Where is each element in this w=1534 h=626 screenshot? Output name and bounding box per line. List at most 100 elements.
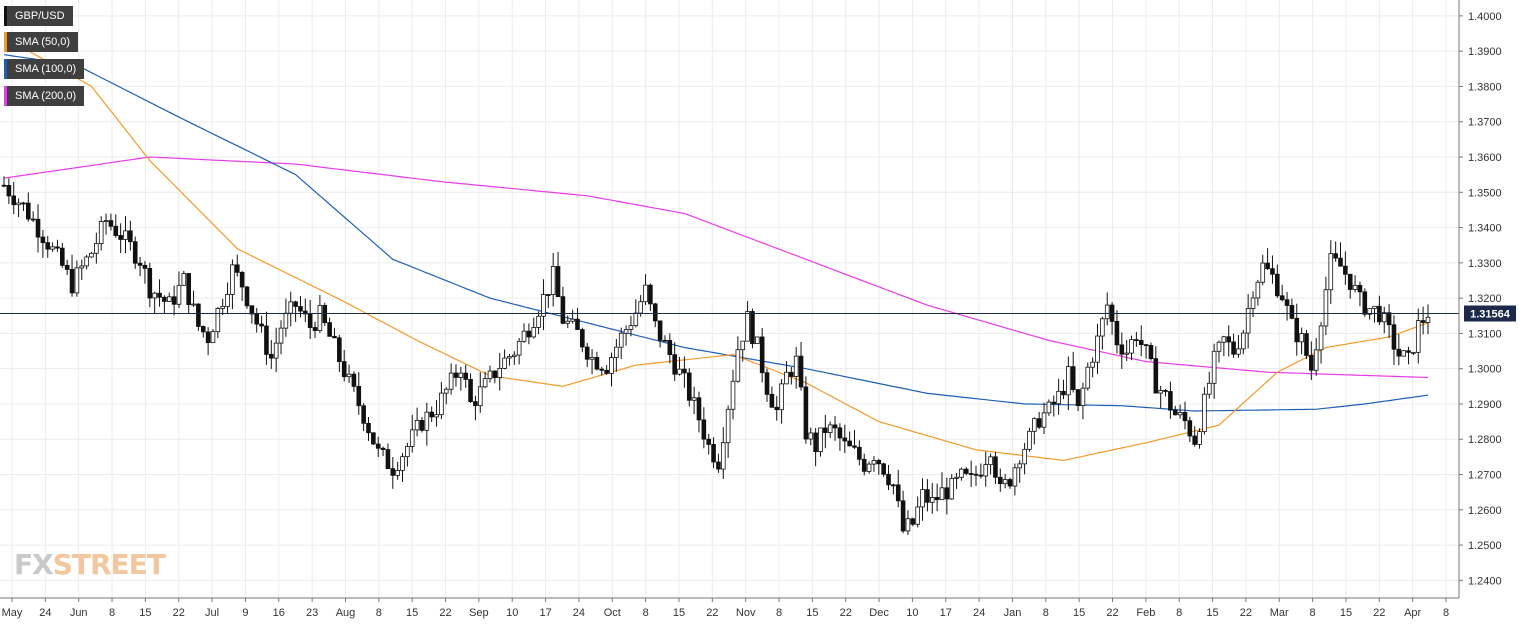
candle-body-up: [317, 304, 323, 331]
candle-body-up: [1066, 366, 1071, 396]
candle: [6, 178, 12, 204]
candle-body-down: [789, 371, 794, 377]
candle: [1143, 344, 1149, 359]
candle: [1017, 460, 1023, 483]
candle: [1158, 385, 1163, 409]
candle: [69, 254, 75, 297]
candle-body-up: [1415, 320, 1421, 353]
candle: [745, 301, 750, 342]
candle: [1250, 291, 1256, 318]
candle: [200, 325, 206, 338]
candle-body-up: [516, 340, 522, 356]
candle: [482, 371, 488, 389]
candle: [1338, 242, 1343, 267]
candle: [1070, 351, 1076, 393]
candle: [196, 303, 201, 331]
candle: [1401, 350, 1406, 357]
candle-body-up: [215, 308, 221, 333]
candle-body-up: [866, 463, 872, 472]
candle: [186, 273, 191, 314]
candle: [11, 181, 17, 215]
candle-body-up: [983, 464, 989, 477]
candle-body-down: [1153, 358, 1159, 394]
candle: [89, 251, 94, 258]
candle: [327, 317, 332, 337]
candle: [371, 432, 376, 445]
candle-body-down: [1119, 344, 1125, 355]
legend-gbpusd[interactable]: GBP/USD: [4, 6, 73, 26]
candle-body-down: [332, 335, 337, 339]
candle: [759, 327, 765, 383]
candle-body-down: [696, 397, 702, 421]
candle: [1221, 335, 1227, 357]
candle: [181, 270, 187, 286]
candle: [1036, 412, 1042, 430]
candle: [686, 368, 692, 407]
candle: [1022, 442, 1027, 475]
candle-body-up: [482, 378, 488, 388]
candle: [891, 483, 896, 495]
candle-body-up: [1245, 308, 1251, 334]
legend-sma50[interactable]: SMA (50,0): [4, 32, 79, 52]
candle: [453, 364, 459, 387]
candle-body-down: [142, 264, 148, 269]
candle: [1177, 404, 1183, 419]
candle-body-down: [108, 220, 114, 227]
candle-body-up: [1022, 448, 1027, 465]
x-tick-label: 15: [139, 607, 151, 619]
candle-body-up: [570, 318, 575, 322]
x-tick-label: 10: [906, 607, 918, 619]
candle: [769, 386, 775, 408]
candle-body-down: [1396, 348, 1402, 357]
candle-body-down: [769, 393, 775, 408]
candle: [225, 282, 230, 314]
candle: [988, 453, 993, 475]
candle-body-up: [487, 370, 493, 380]
legend-label-gbpusd: GBP/USD: [15, 10, 65, 22]
candle-body-down: [881, 463, 886, 475]
legend-swatch-sma100: [4, 59, 7, 79]
candle-body-up: [414, 419, 420, 431]
candle: [64, 259, 70, 275]
candle: [1333, 241, 1338, 262]
candle-body-up: [531, 327, 537, 338]
candle-body-up: [1080, 387, 1086, 407]
candle: [643, 274, 648, 305]
candle-body-up: [730, 380, 736, 410]
candle: [1357, 281, 1363, 307]
candle: [604, 365, 609, 375]
candle: [784, 361, 789, 385]
candle: [268, 339, 274, 369]
candle-body-up: [1090, 361, 1095, 368]
candle-body-down: [823, 427, 828, 433]
candle-body-up: [1027, 430, 1032, 450]
candle-body-up: [166, 296, 172, 302]
legend-sma200[interactable]: SMA (200,0): [4, 86, 85, 106]
candle-body-up: [1104, 304, 1110, 320]
candle-body-down: [555, 266, 561, 298]
candle: [764, 368, 770, 402]
candle-body-up: [395, 469, 400, 476]
candle: [1075, 389, 1081, 412]
candle: [1270, 255, 1275, 284]
y-tick-label: 1.3300: [1468, 258, 1502, 270]
candle-body-up: [176, 284, 182, 305]
candle: [1129, 335, 1134, 361]
candle: [1415, 308, 1421, 364]
candle: [259, 315, 264, 333]
candle-body-down: [162, 296, 167, 302]
legend-sma100[interactable]: SMA (100,0): [4, 59, 85, 79]
axes: 1.4000 1.3900 1.3800 1.3700 1.3600 1.3500 1.34…: [0, 0, 1502, 619]
x-tick-label: 22: [439, 607, 451, 619]
candle-body-up: [98, 221, 104, 244]
candle-body-up: [818, 427, 823, 452]
candle-body-down: [716, 461, 721, 470]
candle-body-down: [910, 518, 916, 525]
candle-body-down: [1134, 339, 1139, 342]
candle: [1279, 284, 1285, 302]
candle: [400, 452, 405, 483]
candle-body-up: [1401, 350, 1406, 357]
y-tick-label: 1.2500: [1468, 540, 1502, 552]
candle: [1362, 288, 1368, 317]
candle: [118, 223, 123, 254]
